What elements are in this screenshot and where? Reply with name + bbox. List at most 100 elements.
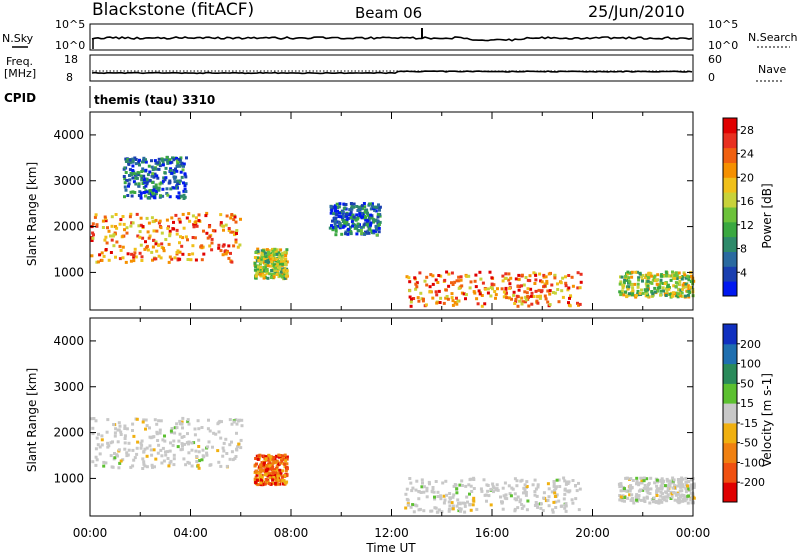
echo-cell xyxy=(151,435,155,439)
echo-cell xyxy=(368,227,372,231)
echo-cell xyxy=(107,258,111,262)
echo-cell xyxy=(144,418,148,422)
echo-cell xyxy=(366,213,370,217)
echo-cell xyxy=(515,479,519,483)
echo-cell xyxy=(176,159,179,163)
echo-cell xyxy=(158,219,162,223)
echo-cell xyxy=(236,445,240,449)
echo-cell xyxy=(351,213,355,217)
echo-cell xyxy=(95,224,99,228)
echo-cell xyxy=(636,285,640,289)
echo-cell xyxy=(430,489,434,493)
nsky-label: N.Sky xyxy=(2,32,34,45)
echo-cell xyxy=(219,221,223,225)
colorbar-tick-label: -200 xyxy=(740,476,765,489)
echo-cell xyxy=(653,481,657,485)
echo-cell xyxy=(564,502,568,506)
echo-cell xyxy=(260,461,264,465)
echo-cell xyxy=(639,488,643,492)
echo-cell xyxy=(110,215,114,219)
echo-cell xyxy=(272,272,276,276)
echo-cell xyxy=(648,501,652,505)
echo-cell xyxy=(191,244,195,248)
echo-cell xyxy=(123,437,127,440)
echo-cell xyxy=(644,282,648,286)
echo-cell xyxy=(413,503,417,507)
echo-cell xyxy=(641,291,645,295)
echo-cell xyxy=(679,479,683,483)
echo-cell xyxy=(123,195,126,199)
echo-cell xyxy=(462,292,466,296)
echo-cell xyxy=(170,171,174,175)
echo-cell xyxy=(131,159,135,163)
echo-cell xyxy=(259,463,262,467)
echo-cell xyxy=(513,507,517,511)
echo-cell xyxy=(473,279,477,283)
echo-cell xyxy=(409,505,413,509)
echo-cell xyxy=(184,175,188,179)
echo-cell xyxy=(153,159,157,163)
echo-cell xyxy=(358,212,362,216)
echo-cell xyxy=(168,158,172,162)
echo-cell xyxy=(254,457,258,460)
echo-cell xyxy=(210,248,214,252)
echo-cell xyxy=(138,190,142,194)
echo-cell xyxy=(673,498,677,502)
echo-cell xyxy=(533,282,537,285)
echo-cell xyxy=(140,255,144,259)
echo-cell xyxy=(649,487,653,491)
echo-cell xyxy=(539,290,543,294)
echo-cell xyxy=(142,450,146,454)
x-tick-label: 12:00 xyxy=(374,526,409,540)
echo-cell xyxy=(510,297,513,301)
echo-cell xyxy=(285,457,289,461)
echo-cell xyxy=(538,296,542,300)
echo-cell xyxy=(178,432,182,436)
echo-cell xyxy=(690,495,694,499)
echo-cell xyxy=(140,439,144,443)
echo-cell xyxy=(514,277,518,281)
echo-cell xyxy=(279,248,283,252)
echo-cell xyxy=(425,489,429,493)
echo-cell xyxy=(148,189,152,193)
echo-cell xyxy=(155,422,159,426)
echo-cell xyxy=(192,223,196,227)
echo-cell xyxy=(681,499,685,503)
nsearch-tick-top: 10^5 xyxy=(708,18,738,31)
echo-cell xyxy=(178,419,182,423)
echo-cell xyxy=(451,303,455,307)
echo-cell xyxy=(116,440,120,444)
echo-cell xyxy=(684,480,688,484)
echo-cell xyxy=(254,274,258,278)
y-tick-label: 3000 xyxy=(53,174,84,188)
echo-cell xyxy=(371,217,375,221)
echo-cell xyxy=(576,286,580,290)
echo-cell xyxy=(262,463,266,467)
echo-cell xyxy=(183,172,187,176)
echo-cell xyxy=(489,503,493,507)
echo-cell xyxy=(276,478,280,482)
echo-cell xyxy=(156,161,160,165)
echo-cell xyxy=(159,194,162,198)
echo-cell xyxy=(262,461,266,465)
echo-cell xyxy=(148,178,152,182)
echo-cell xyxy=(687,275,691,279)
echo-cell xyxy=(175,426,179,430)
echo-cell xyxy=(283,276,287,280)
echo-cell xyxy=(676,478,680,481)
echo-cell xyxy=(544,275,548,279)
echo-cell xyxy=(194,449,198,453)
echo-cell xyxy=(125,427,129,431)
echo-cell xyxy=(121,245,125,249)
echo-cell xyxy=(447,509,451,513)
echo-cell xyxy=(150,463,154,467)
echo-cell xyxy=(422,297,425,301)
echo-cell xyxy=(190,448,194,452)
echo-cell xyxy=(168,195,172,199)
echo-cell xyxy=(214,432,218,436)
echo-cell xyxy=(123,427,127,430)
echo-cell xyxy=(230,440,233,444)
echo-cell xyxy=(547,272,551,276)
echo-cell xyxy=(273,269,277,273)
echo-cell xyxy=(283,474,286,478)
